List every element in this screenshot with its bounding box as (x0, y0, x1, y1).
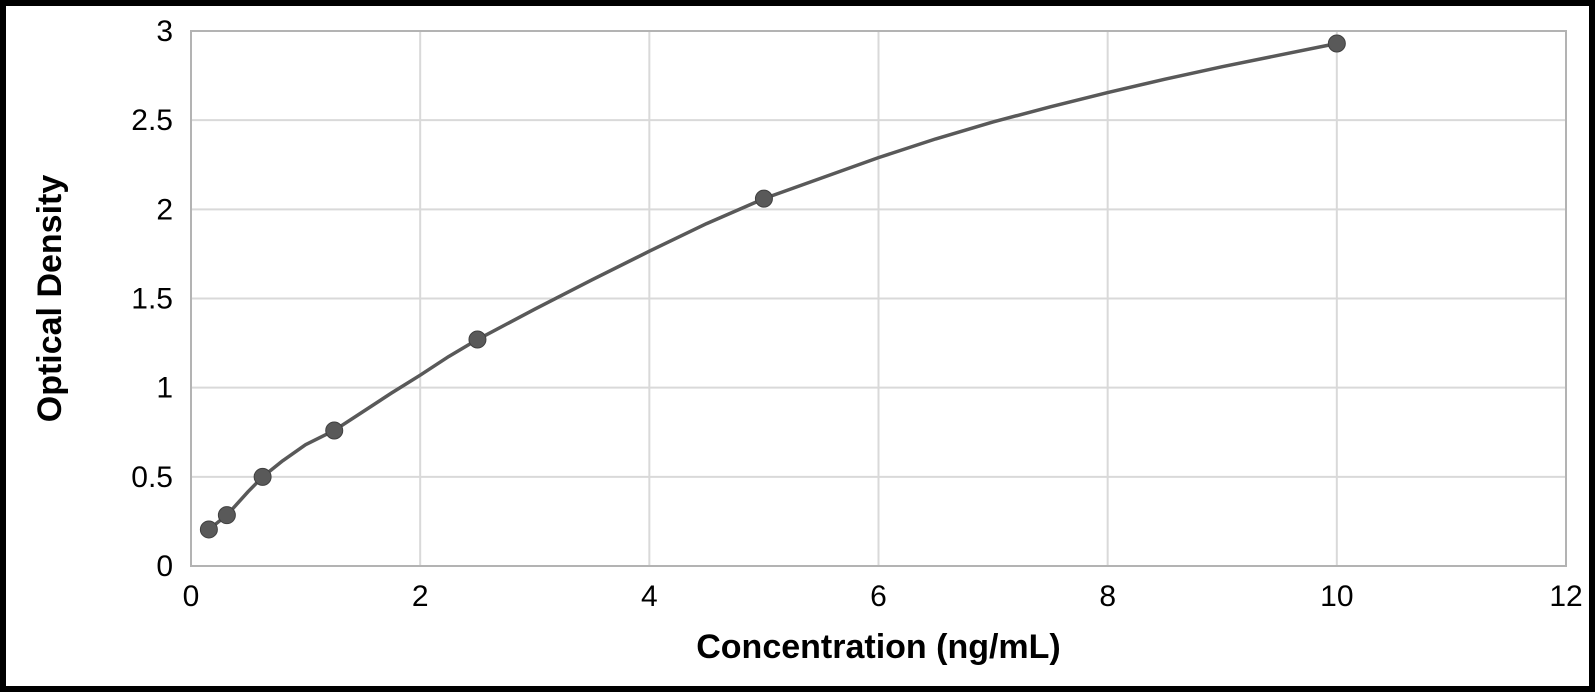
y-tick-label: 0.5 (131, 461, 173, 494)
x-tick-label: 0 (183, 580, 200, 613)
data-point (200, 521, 217, 538)
data-point (254, 468, 271, 485)
x-tick-label: 2 (412, 580, 429, 613)
y-tick-label: 1.5 (131, 283, 173, 316)
y-tick-label: 0 (156, 550, 173, 583)
y-tick-label: 2 (156, 193, 173, 226)
x-tick-label: 8 (1099, 580, 1116, 613)
x-tick-label: 6 (870, 580, 887, 613)
data-point (755, 190, 772, 207)
chart-svg: 024681012 00.511.522.53 Optical Density … (6, 6, 1589, 686)
y-tick-label: 3 (156, 15, 173, 48)
data-point (469, 331, 486, 348)
x-tick-label: 10 (1320, 580, 1353, 613)
data-point (218, 507, 235, 524)
y-axis-label: Optical Density (31, 175, 69, 423)
x-axis-label: Concentration (ng/mL) (696, 628, 1061, 666)
data-point (326, 422, 343, 439)
y-tick-label: 1 (156, 372, 173, 405)
y-tick-label: 2.5 (131, 104, 173, 137)
y-tick-labels: 0 0.5 1 1.5 2 2.5 3 (131, 15, 173, 583)
x-tick-label: 4 (641, 580, 658, 613)
x-tick-labels: 0 2 4 6 8 10 12 (183, 580, 1583, 613)
x-tick-label: 12 (1549, 580, 1582, 613)
data-point (1328, 35, 1345, 52)
chart-frame: 024681012 00.511.522.53 Optical Density … (0, 0, 1595, 692)
